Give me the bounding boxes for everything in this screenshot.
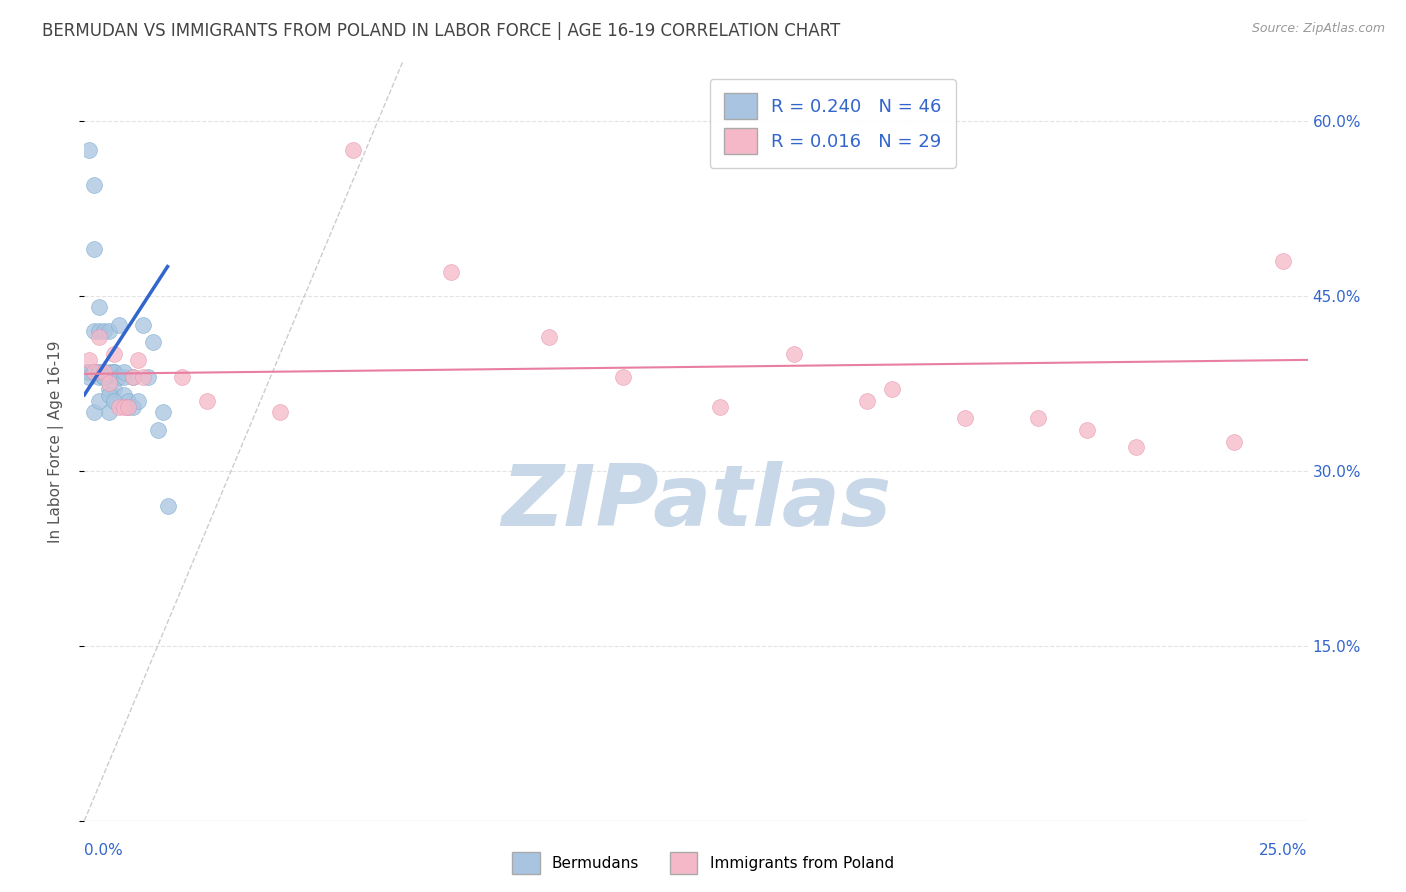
Point [83, 365, 105, 379]
Point [1028, 411, 1050, 425]
Point [1223, 434, 1246, 449]
Point [87, 329, 110, 343]
Point [112, 388, 135, 402]
Point [97, 365, 120, 379]
Point [117, 400, 139, 414]
Point [880, 382, 903, 396]
Point [953, 411, 976, 425]
Point [107, 370, 129, 384]
Point [195, 393, 218, 408]
Point [76, 365, 98, 379]
Point [103, 365, 125, 379]
Point [97, 382, 120, 396]
Point [107, 318, 129, 332]
Point [132, 370, 155, 384]
Point [146, 423, 169, 437]
Point [93, 324, 115, 338]
Point [103, 382, 125, 396]
Point [87, 324, 110, 338]
Point [112, 365, 135, 379]
Point [172, 370, 194, 384]
Point [77, 365, 100, 379]
Point [103, 393, 125, 408]
Point [87, 393, 110, 408]
Point [87, 365, 110, 379]
Point [83, 405, 105, 419]
Point [107, 400, 129, 414]
Point [97, 324, 120, 338]
Point [152, 405, 174, 419]
Point [87, 301, 110, 315]
Point [77, 143, 100, 157]
Point [93, 370, 115, 384]
Legend: R = 0.240   N = 46, R = 0.016   N = 29: R = 0.240 N = 46, R = 0.016 N = 29 [710, 79, 956, 168]
Text: ZIPatlas: ZIPatlas [501, 460, 891, 544]
Text: BERMUDAN VS IMMIGRANTS FROM POLAND IN LABOR FORCE | AGE 16-19 CORRELATION CHART: BERMUDAN VS IMMIGRANTS FROM POLAND IN LA… [42, 22, 841, 40]
Point [83, 178, 105, 192]
Point [783, 347, 806, 361]
Point [127, 352, 149, 367]
Point [93, 365, 115, 379]
Point [97, 405, 120, 419]
Point [83, 324, 105, 338]
Point [142, 335, 165, 350]
Point [112, 400, 135, 414]
Point [440, 265, 463, 279]
Point [97, 388, 120, 402]
Point [117, 400, 139, 414]
Point [269, 405, 291, 419]
Point [93, 370, 115, 384]
Point [127, 393, 149, 408]
Point [612, 370, 634, 384]
Point [132, 318, 155, 332]
Legend: Bermudans, Immigrants from Poland: Bermudans, Immigrants from Poland [506, 846, 900, 880]
Point [122, 370, 145, 384]
Point [103, 365, 125, 379]
Point [93, 370, 115, 384]
Point [112, 370, 135, 384]
Point [122, 400, 145, 414]
Point [87, 365, 110, 379]
Point [117, 393, 139, 408]
Point [83, 242, 105, 256]
Point [87, 370, 110, 384]
Text: 0.0%: 0.0% [84, 844, 124, 858]
Point [122, 370, 145, 384]
Point [709, 400, 731, 414]
Point [156, 499, 179, 513]
Point [1272, 253, 1295, 268]
Point [342, 143, 364, 157]
Point [77, 352, 100, 367]
Point [1076, 423, 1098, 437]
Point [136, 370, 159, 384]
Text: 25.0%: 25.0% [1260, 844, 1308, 858]
Point [83, 365, 105, 379]
Point [103, 365, 125, 379]
Y-axis label: In Labor Force | Age 16-19: In Labor Force | Age 16-19 [48, 340, 63, 543]
Point [538, 329, 561, 343]
Text: Source: ZipAtlas.com: Source: ZipAtlas.com [1251, 22, 1385, 36]
Point [856, 393, 879, 408]
Point [103, 347, 125, 361]
Point [77, 370, 100, 384]
Point [1125, 441, 1147, 455]
Point [97, 376, 120, 391]
Point [93, 365, 115, 379]
